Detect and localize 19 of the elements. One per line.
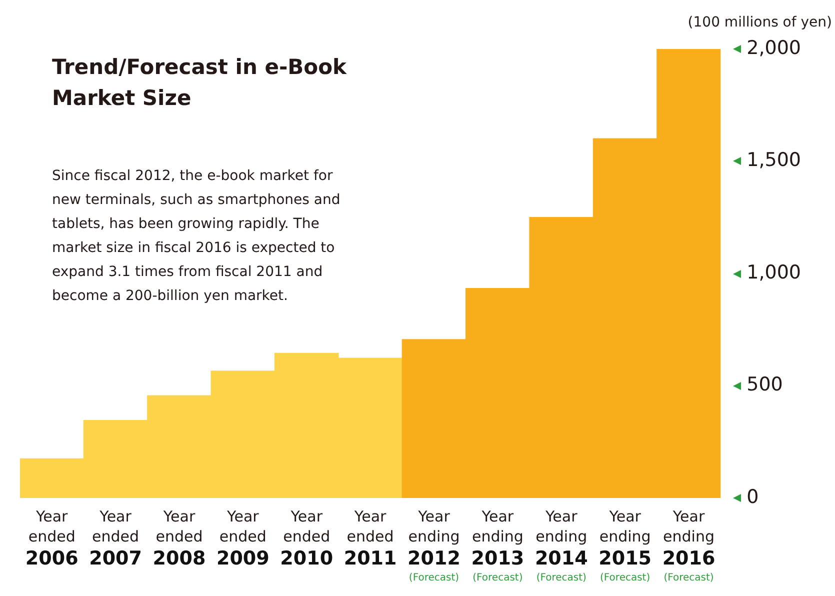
x-tick-label: Year ended 2007 — [89, 507, 142, 570]
x-tick-label: Year ended 2011 — [344, 507, 397, 570]
y-tick-label: 0 — [746, 486, 759, 508]
x-tick-label: Year ending 2014 (Forecast) — [534, 507, 588, 584]
annotation: Since fiscal 2012, the e-book market for new terminals, such as smartphones and tablets, has been growing rapidly. The market size in fiscal 2016 is expected to expand 3.1 times from fiscal 2011 and become a 200-billion yen market. — [52, 167, 342, 306]
x-tick-label: Year ending 2013 (Forecast) — [471, 507, 524, 584]
x-tick-label: Year ending 2015 (Forecast) — [598, 507, 652, 584]
text: Trend/Forecast in e-Book Market Size — [52, 54, 348, 112]
y-tick-label: 1,000 — [746, 261, 802, 284]
x-tick-label: Year ending 2016 (Forecast) — [662, 507, 716, 584]
x-tick-label: Year ended 2008 — [152, 507, 206, 570]
y-tick-label: 2,000 — [746, 36, 802, 59]
y-axis-title: (100 millions of yen) — [688, 14, 832, 31]
y-tick-label: 500 — [746, 374, 783, 396]
x-tick-label: Year ending 2012 (Forecast) — [408, 507, 460, 584]
x-tick-label: Year ended 2006 — [25, 507, 78, 570]
x-tick-label: Year ended 2010 — [280, 507, 334, 570]
y-tick-label: 1,500 — [746, 149, 802, 172]
x-tick-label: Year ended 2009 — [216, 507, 270, 570]
